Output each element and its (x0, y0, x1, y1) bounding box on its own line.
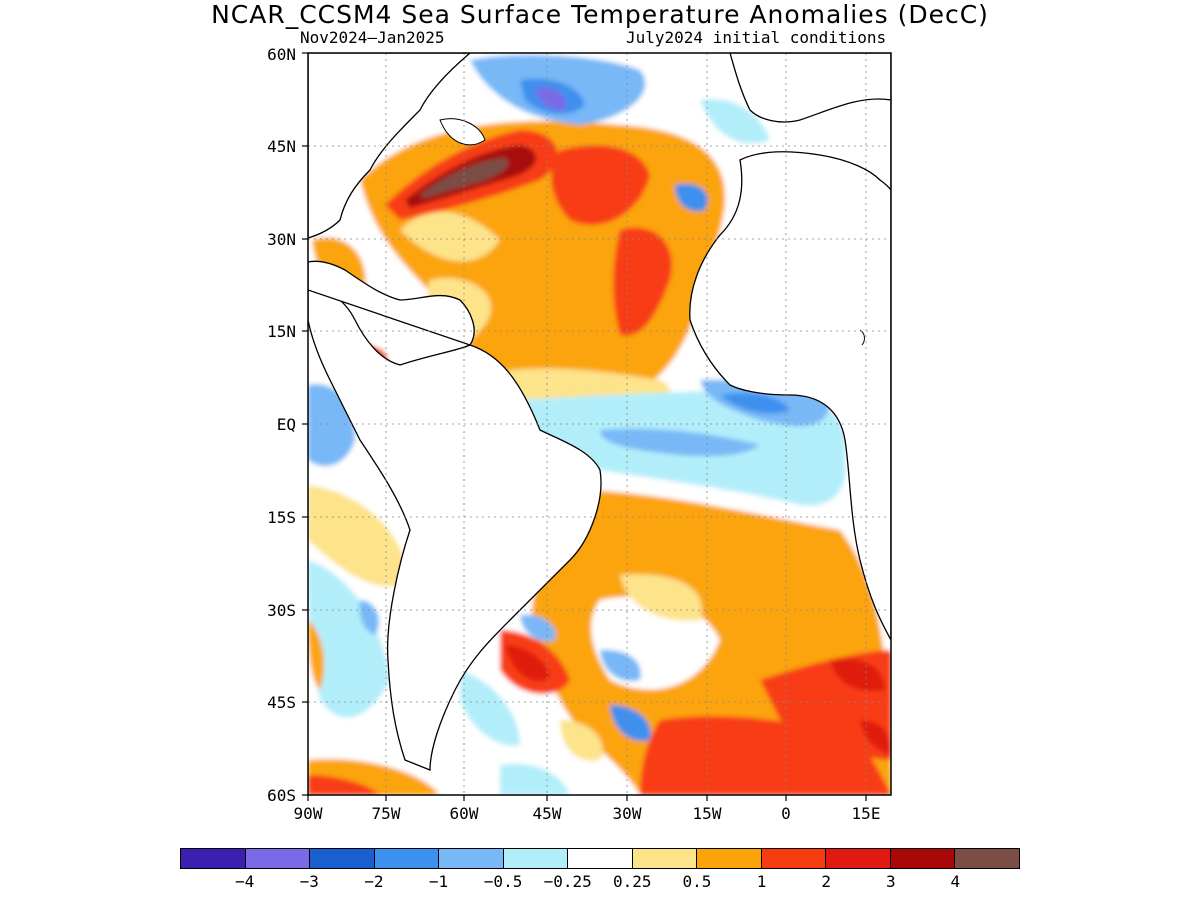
colorbar-tick-label: 3 (885, 872, 896, 891)
colorbar-tick-label: −0.5 (483, 872, 523, 891)
graticule (308, 53, 891, 795)
axis-ticks (302, 52, 867, 801)
lon-label-15w: 15W (692, 804, 722, 823)
lat-label-60s: 60S (267, 786, 296, 805)
colorbar-swatch (374, 849, 440, 868)
colorbar-tick-label: 1 (756, 872, 767, 891)
colorbar-swatch (503, 849, 569, 868)
colorbar-swatch (310, 849, 375, 868)
lon-label-60w: 60W (449, 804, 479, 823)
lon-label-0: 0 (781, 804, 791, 823)
colorbar-tick-label: 0.5 (682, 872, 712, 891)
lat-label-45n: 45N (267, 137, 296, 156)
lat-label-45s: 45S (267, 693, 296, 712)
colorbar-tick-label: −3 (299, 872, 319, 891)
lat-label-30s: 30S (267, 601, 296, 620)
lat-label-eq: EQ (276, 415, 296, 434)
colorbar-swatch (697, 849, 762, 868)
colorbar-tick-label: 4 (950, 872, 961, 891)
colorbar-swatch (955, 849, 1019, 868)
colorbar-tick-label: 0.25 (613, 872, 652, 891)
lat-label-15n: 15N (267, 322, 296, 341)
lat-label-15s: 15S (267, 508, 296, 527)
colorbar-swatch (826, 849, 891, 868)
map-title: NCAR_CCSM4 Sea Surface Temperature Anoma… (211, 0, 989, 29)
colorbar-tick-label: −0.25 (543, 872, 592, 891)
colorbar-tick-label: −2 (364, 872, 384, 891)
colorbar-swatch (632, 849, 698, 868)
lat-label-30n: 30N (267, 230, 296, 249)
colorbar-swatch (568, 849, 633, 868)
lon-label-30w: 30W (612, 804, 642, 823)
land-masses (308, 53, 891, 771)
colorbar-swatch (439, 849, 504, 868)
lon-label-90w: 90W (293, 804, 323, 823)
colorbar-swatch (245, 849, 311, 868)
lat-label-60n: 60N (267, 45, 296, 64)
colorbar-tick-label: −4 (234, 872, 255, 891)
forecast-period: Nov2024–Jan2025 (300, 28, 445, 47)
lon-label-75w: 75W (371, 804, 401, 823)
colorbar-tick-label: 2 (821, 872, 831, 891)
colorbar-swatch (181, 849, 246, 868)
colorbar-swatch (890, 849, 956, 868)
colorbar-tick-label: −1 (428, 872, 449, 891)
colorbar-swatch (761, 849, 827, 868)
lon-label-15e: 15E (851, 804, 881, 823)
colorbar (180, 848, 1020, 869)
lon-label-45w: 45W (532, 804, 562, 823)
initial-conditions: July2024 initial conditions (626, 28, 887, 47)
